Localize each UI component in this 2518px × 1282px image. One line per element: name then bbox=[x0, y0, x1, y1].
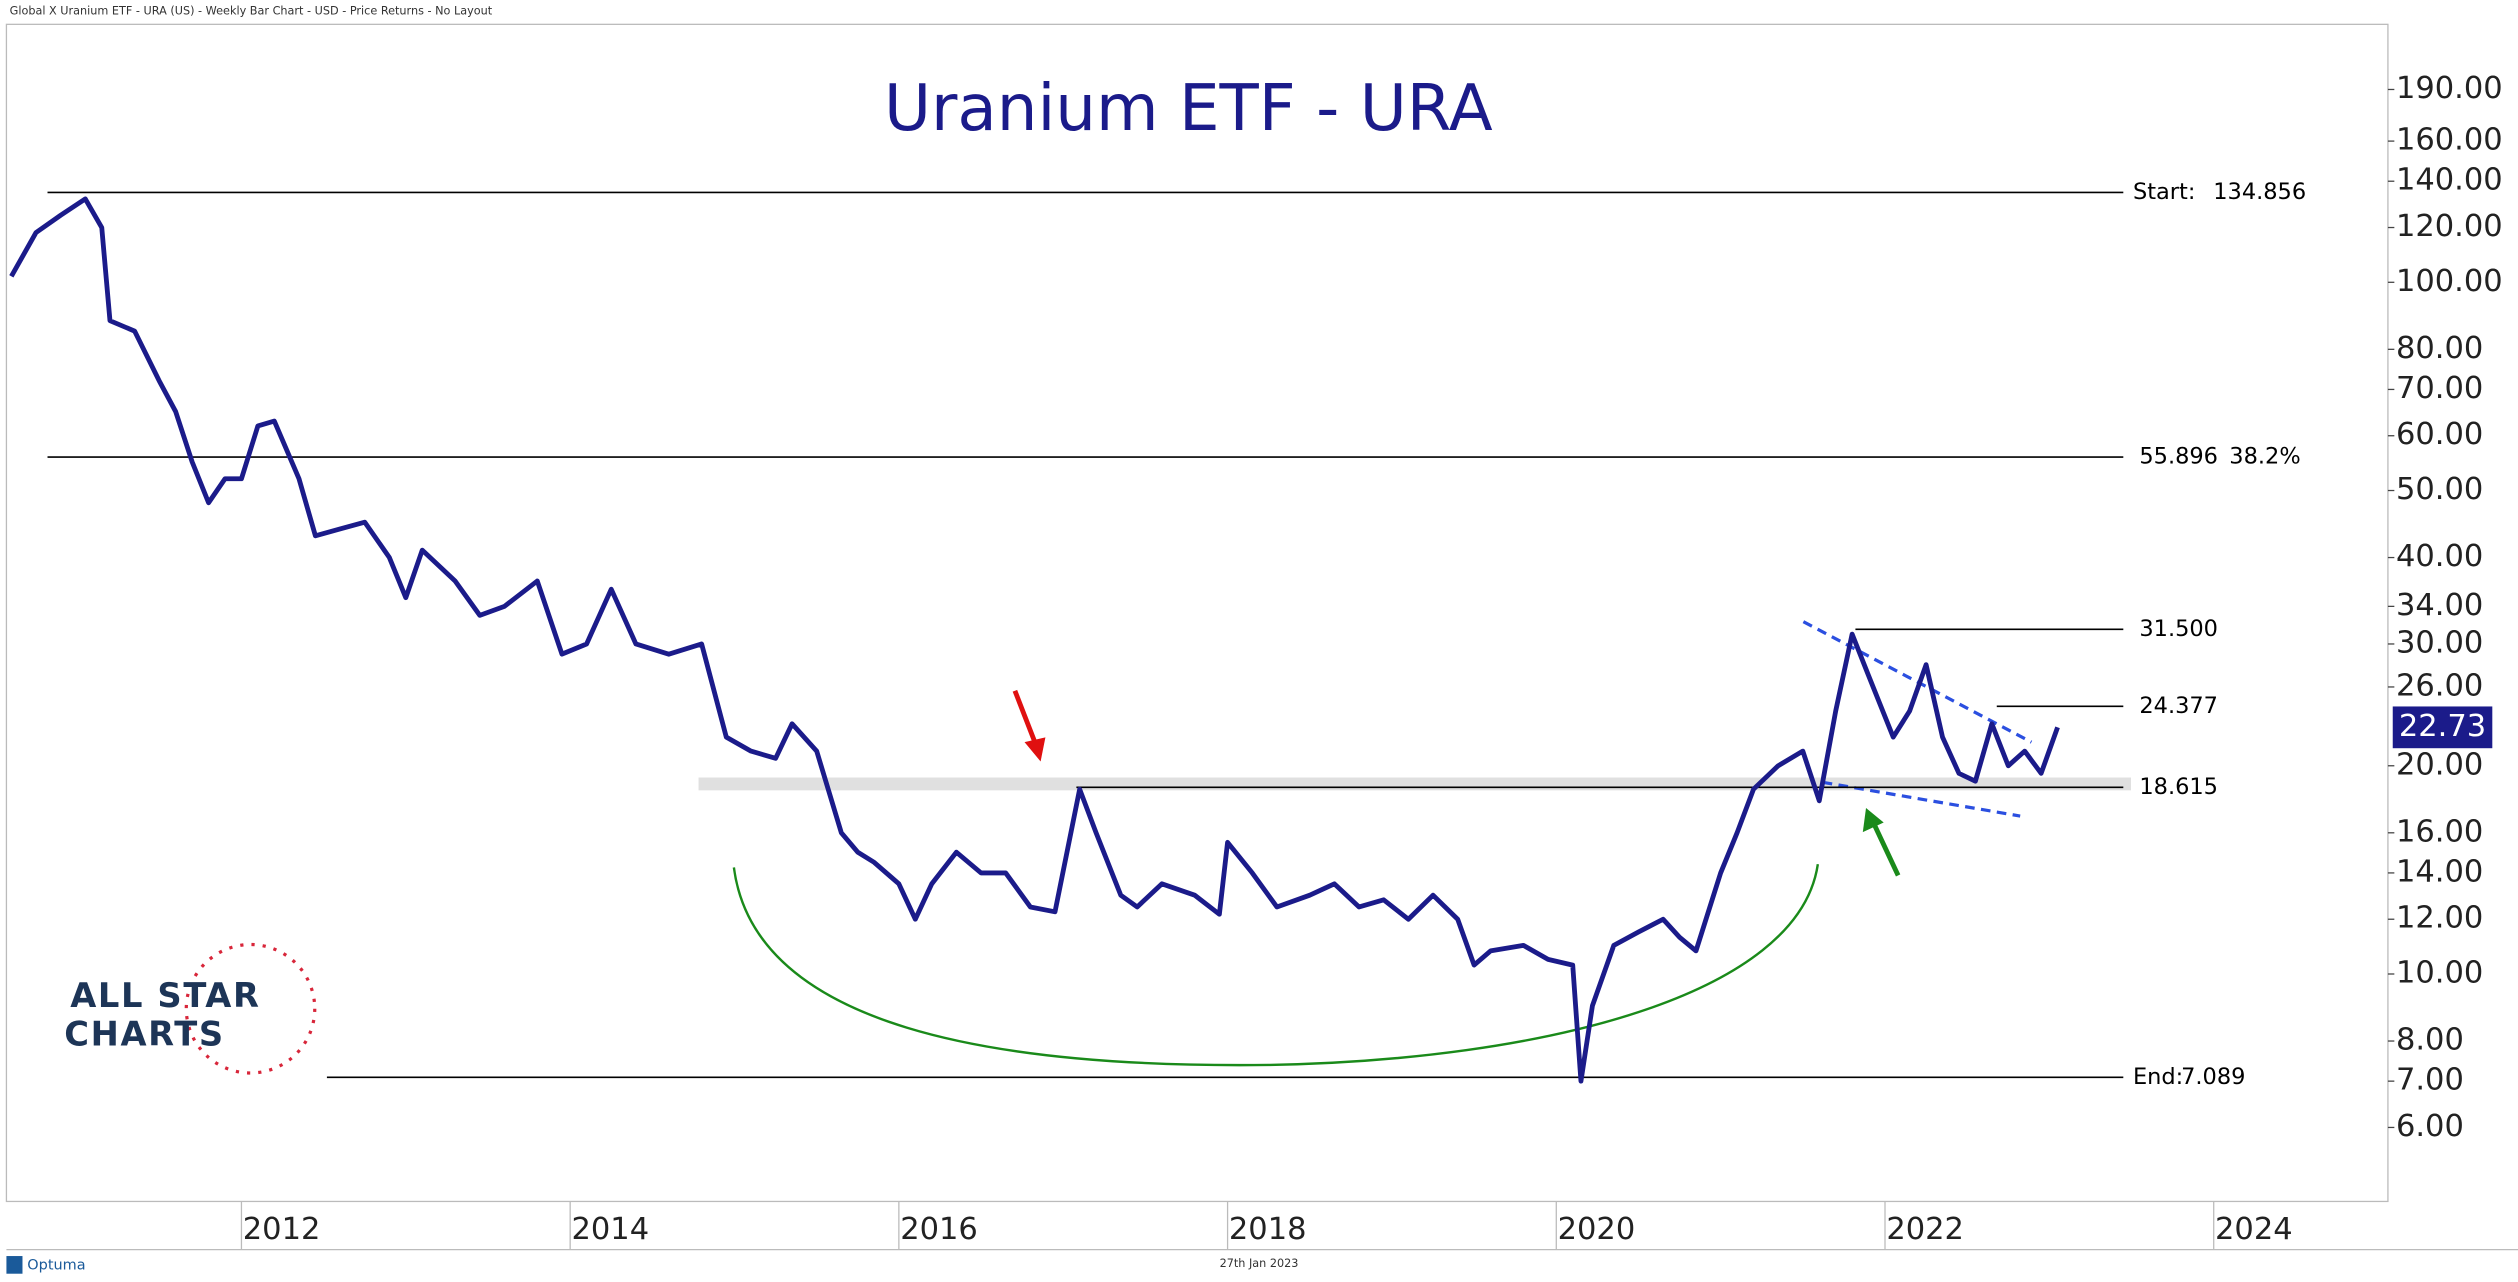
y-tick-label: 30.00 bbox=[2396, 625, 2483, 660]
green-arrow-head bbox=[1862, 808, 1884, 833]
last-value-label: 22.73 bbox=[2399, 709, 2486, 744]
y-tick-label: 8.00 bbox=[2396, 1023, 2464, 1058]
y-tick-label: 140.00 bbox=[2396, 163, 2503, 198]
x-tick-label: 2024 bbox=[2215, 1212, 2293, 1247]
x-tick-label: 2014 bbox=[571, 1212, 649, 1247]
red-arrow-head bbox=[1024, 737, 1046, 762]
y-tick-label: 34.00 bbox=[2396, 588, 2483, 623]
y-tick-label: 12.00 bbox=[2396, 901, 2483, 936]
footer bbox=[6, 1254, 2518, 1282]
x-tick-label: 2016 bbox=[900, 1212, 978, 1247]
y-tick-label: 16.00 bbox=[2396, 814, 2483, 849]
y-tick-label: 60.00 bbox=[2396, 417, 2483, 452]
y-tick-label: 6.00 bbox=[2396, 1109, 2464, 1144]
y-tick-label: 80.00 bbox=[2396, 331, 2483, 366]
y-tick-label: 70.00 bbox=[2396, 371, 2483, 406]
y-tick-label: 10.00 bbox=[2396, 955, 2483, 990]
y-tick-label: 120.00 bbox=[2396, 209, 2503, 244]
y-tick-label: 20.00 bbox=[2396, 747, 2483, 782]
x-tick-label: 2022 bbox=[1886, 1212, 1964, 1247]
brand-icon bbox=[6, 1256, 23, 1274]
level-value: 55.896 bbox=[2139, 444, 2218, 470]
y-tick-label: 14.00 bbox=[2396, 854, 2483, 889]
footer-date: 27th Jan 2023 bbox=[1220, 1257, 1299, 1270]
logo-ring bbox=[184, 942, 317, 1075]
y-tick-label: 26.00 bbox=[2396, 668, 2483, 703]
brand: Optuma bbox=[27, 1258, 85, 1274]
level-value: 24.377 bbox=[2139, 693, 2218, 719]
x-tick-label: 2020 bbox=[1558, 1212, 1636, 1247]
y-tick-label: 7.00 bbox=[2396, 1063, 2464, 1098]
level-note: 38.2% bbox=[2229, 444, 2300, 470]
logo: ALL STAR CHARTS bbox=[64, 942, 317, 1075]
x-tick-label: 2012 bbox=[243, 1212, 321, 1247]
level-name: End: bbox=[2133, 1064, 2183, 1090]
level-value: 7.089 bbox=[2181, 1064, 2245, 1090]
green-arrow bbox=[1871, 823, 1901, 877]
red-arrow bbox=[1012, 689, 1040, 750]
y-tick-label: 50.00 bbox=[2396, 472, 2483, 507]
support-band bbox=[698, 777, 2131, 791]
last-value-box bbox=[2392, 706, 2493, 749]
logo-text: ALL STAR bbox=[70, 976, 260, 1015]
y-tick-label: 190.00 bbox=[2396, 71, 2503, 106]
y-tick-label: 100.00 bbox=[2396, 264, 2503, 299]
level-value: 31.500 bbox=[2139, 616, 2218, 642]
plot-frame bbox=[5, 23, 2389, 1203]
y-tick-label: 160.00 bbox=[2396, 123, 2503, 158]
y-tick-label: 40.00 bbox=[2396, 539, 2483, 574]
chart-title: Uranium ETF - URA bbox=[884, 71, 1493, 146]
rounding-bottom-arc bbox=[732, 864, 1820, 1067]
chart-header: Global X Uranium ETF - URA (US) - Weekly… bbox=[10, 5, 493, 18]
level-value: 18.615 bbox=[2139, 774, 2218, 800]
x-tick-label: 2018 bbox=[1229, 1212, 1307, 1247]
logo-text: CHARTS bbox=[64, 1015, 224, 1054]
level-name: Start: bbox=[2133, 179, 2195, 205]
price-line bbox=[9, 196, 2060, 1084]
level-value: 134.856 bbox=[2213, 179, 2306, 205]
